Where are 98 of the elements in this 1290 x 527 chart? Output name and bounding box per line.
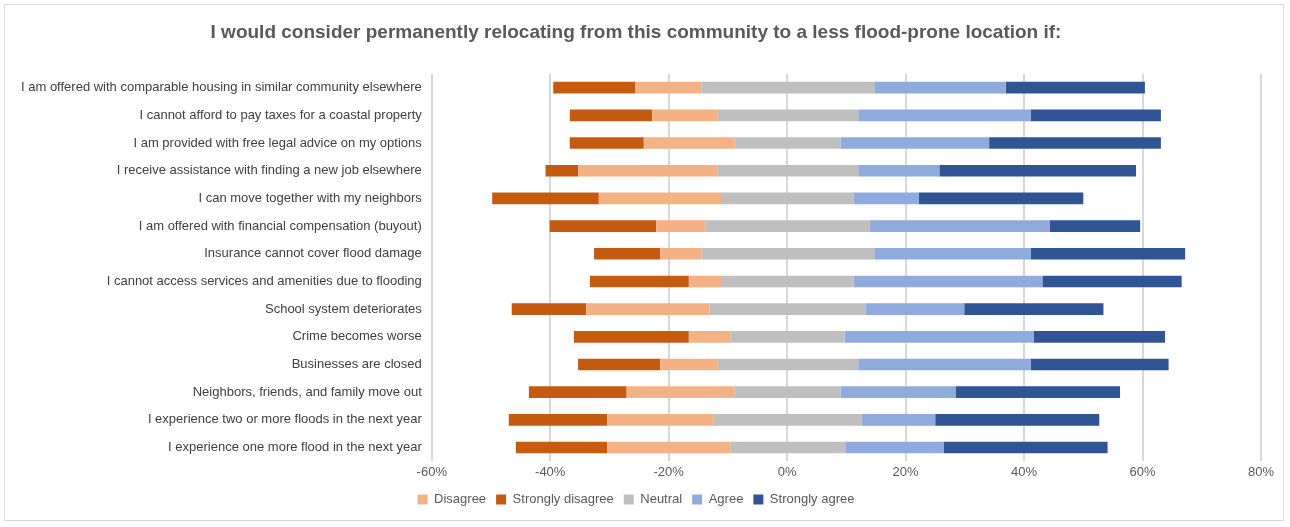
- y-tick-label: Neighbors, friends, and family move out: [192, 383, 423, 399]
- legend-label: Strongly agree: [769, 491, 855, 507]
- bar: [573, 331, 689, 343]
- y-tick-label: I cannot access services and amenities due to flooding: [106, 273, 422, 289]
- bar: [734, 137, 841, 149]
- bar: [660, 247, 702, 260]
- bar: [701, 247, 875, 260]
- legend-label: Strongly disagree: [512, 491, 614, 507]
- bar: [652, 109, 718, 122]
- bar: [955, 386, 1121, 398]
- bar: [515, 441, 608, 454]
- bar: [1030, 358, 1169, 371]
- y-tick-label: I am offered with comparable housing in similar community elsewhere: [20, 79, 422, 95]
- bar: [858, 164, 940, 177]
- bar: [635, 81, 702, 94]
- bar: [874, 247, 1031, 260]
- bar: [845, 441, 944, 454]
- bar: [1049, 220, 1141, 232]
- bar: [943, 441, 1108, 454]
- x-tick-label: -40%: [535, 463, 566, 479]
- bar: [713, 414, 862, 426]
- bar: [870, 220, 1050, 232]
- bar: [688, 275, 722, 288]
- bar: [626, 386, 735, 398]
- bar: [643, 137, 735, 149]
- bar: [598, 192, 722, 205]
- bar: [1030, 247, 1186, 260]
- legend-label: Agree: [708, 491, 744, 507]
- bar: [1033, 331, 1166, 343]
- chart-title: I would consider permanently relocating from this community to a less flood-prone location if:: [210, 20, 1062, 42]
- bar: [717, 358, 859, 371]
- bar: [1042, 275, 1182, 288]
- y-tick-label: Businesses are closed: [291, 356, 422, 372]
- bar: [730, 441, 846, 454]
- bar: [607, 441, 731, 454]
- bar: [553, 81, 636, 94]
- bar: [545, 164, 579, 177]
- bar: [939, 164, 1137, 177]
- x-tick-label: 40%: [1011, 463, 1038, 479]
- bar: [717, 164, 859, 177]
- bar: [730, 331, 845, 343]
- bar: [858, 109, 1031, 122]
- y-tick-label: I cannot afford to pay taxes for a coastal property: [139, 106, 423, 122]
- y-tick-label: I am provided with free legal advice on my options: [133, 134, 423, 150]
- bar: [861, 414, 936, 426]
- y-tick-label: I experience one more flood in the next year: [168, 439, 423, 455]
- x-tick-label: 0%: [777, 463, 797, 479]
- bar: [528, 386, 627, 398]
- y-tick-label: Insurance cannot cover flood damage: [204, 245, 422, 261]
- x-tick-label: -20%: [653, 463, 685, 479]
- bar: [508, 414, 608, 426]
- bar: [688, 331, 731, 343]
- bar: [874, 81, 1006, 94]
- bar: [701, 81, 875, 94]
- bar: [844, 331, 1034, 343]
- bar: [578, 164, 718, 177]
- x-tick-label: 60%: [1129, 463, 1156, 479]
- bar: [722, 192, 854, 205]
- bar: [918, 192, 1084, 205]
- bar: [964, 303, 1104, 315]
- y-tick-label: School system deteriorates: [264, 300, 423, 316]
- bar: [586, 303, 710, 315]
- bar: [492, 192, 599, 205]
- bar: [717, 109, 859, 122]
- x-tick-label: 80%: [1247, 463, 1275, 479]
- bar: [594, 247, 661, 260]
- y-tick-label: I am offered with financial compensation (buyout): [138, 217, 422, 233]
- x-tick-label: -60%: [416, 463, 448, 479]
- bar: [589, 275, 689, 288]
- bar: [853, 192, 919, 205]
- bar: [569, 137, 644, 149]
- bar: [858, 358, 1031, 371]
- bar: [734, 386, 841, 398]
- bar: [511, 303, 587, 315]
- bar: [709, 303, 866, 315]
- legend-label: Disagree: [434, 491, 487, 507]
- y-tick-label: I can move together with my neighbors: [198, 189, 423, 205]
- bar: [656, 220, 706, 232]
- bar: [865, 303, 965, 315]
- bar: [549, 220, 657, 232]
- bar: [705, 220, 871, 232]
- bar: [935, 414, 1100, 426]
- bar: [1030, 109, 1161, 122]
- bar: [578, 358, 661, 371]
- bar: [853, 275, 1043, 288]
- x-tick-label: 20%: [892, 463, 920, 479]
- y-tick-label: I experience two or more floods in the next year: [147, 411, 423, 427]
- legend-label: Neutral: [640, 491, 683, 507]
- bar: [569, 109, 653, 122]
- bar: [607, 414, 714, 426]
- bar: [840, 137, 990, 149]
- y-tick-label: Crime becomes worse: [292, 328, 422, 344]
- y-tick-label: I receive assistance with finding a new job elsewhere: [116, 162, 422, 178]
- bar: [660, 358, 718, 371]
- bar: [989, 137, 1161, 149]
- bar: [1005, 81, 1145, 94]
- bar: [722, 275, 854, 288]
- bar: [840, 386, 956, 398]
